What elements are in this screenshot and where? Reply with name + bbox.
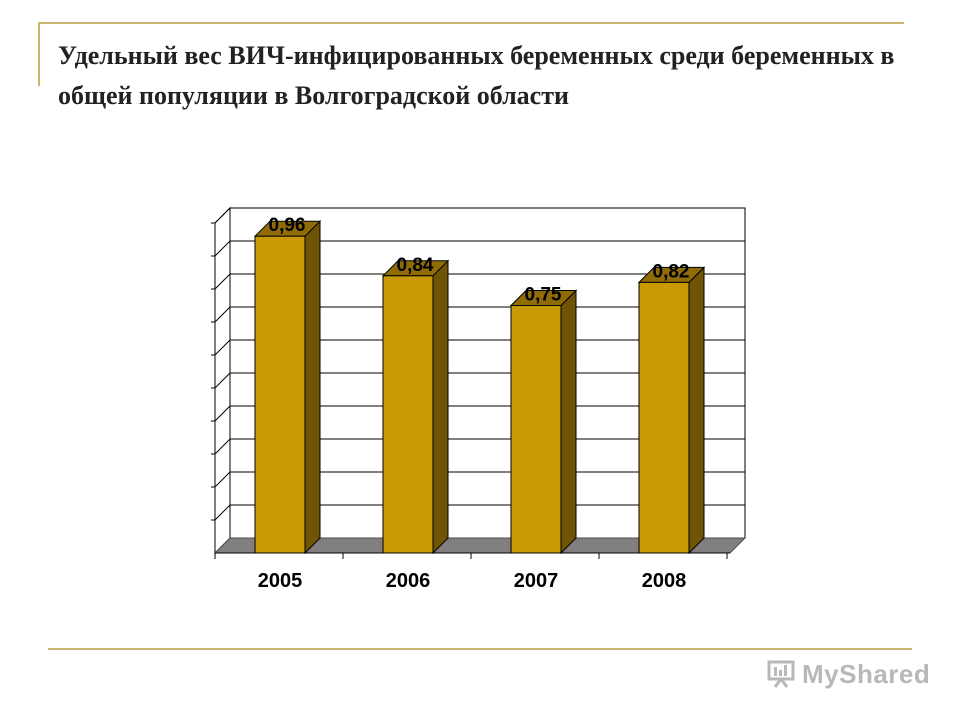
bottom-rule (48, 648, 912, 650)
watermark: MyShared (766, 656, 930, 692)
gridline-side (214, 273, 231, 290)
data-label: 0,96 (269, 215, 306, 236)
gridline-side (214, 471, 231, 488)
watermark-text: MyShared (802, 658, 931, 689)
data-label: 0,84 (397, 255, 434, 276)
bar (509, 289, 578, 555)
bar-side (304, 219, 321, 555)
bar (381, 259, 450, 555)
bar-front (382, 275, 434, 554)
data-label: 0,82 (653, 261, 690, 282)
bar-front (510, 305, 562, 554)
bar-front (638, 281, 690, 554)
bar-front (254, 235, 306, 554)
slide-title: Удельный вес ВИЧ-инфицированных беременн… (58, 41, 895, 110)
gridline-side (214, 306, 231, 323)
gridline-side (214, 372, 231, 389)
bar (637, 266, 706, 555)
gridline-side (214, 339, 231, 356)
bar-side (432, 259, 449, 555)
gridline-side (214, 405, 231, 422)
x-tick-label: 2005 (258, 570, 303, 592)
bar-side (688, 266, 705, 555)
top-rule (38, 22, 904, 24)
gridline-side (214, 438, 231, 455)
x-tick-label: 2008 (642, 570, 687, 592)
chart-bars (253, 219, 706, 555)
left-rule (38, 22, 40, 86)
bar (253, 219, 322, 555)
presentation-icon (767, 660, 795, 688)
gridline-side (214, 504, 231, 521)
gridline-side (214, 207, 231, 224)
bar-chart: 0,96 2005 0,84 2006 0,75 2007 0,82 2008 (211, 206, 747, 592)
chart-labels: 0,96 2005 0,84 2006 0,75 2007 0,82 2008 (258, 215, 690, 592)
x-tick-label: 2007 (514, 570, 559, 592)
gridline-side (214, 240, 231, 257)
bar-side (560, 289, 577, 555)
data-label: 0,75 (525, 285, 562, 306)
x-tick-label: 2006 (386, 570, 431, 592)
